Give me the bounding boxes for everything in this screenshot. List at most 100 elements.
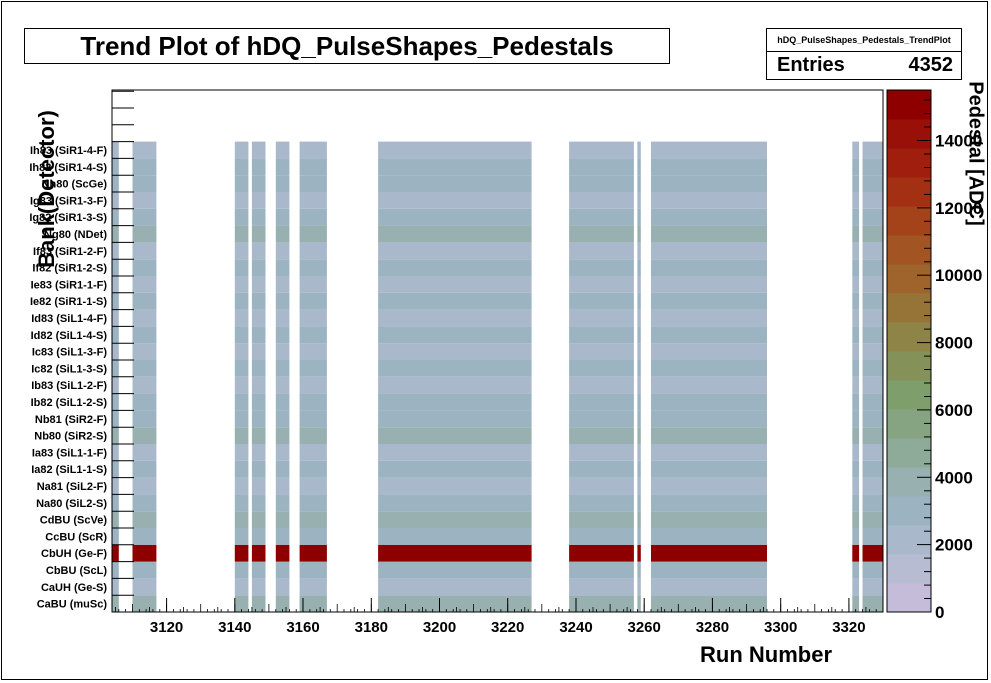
- heatmap-cell: [132, 309, 157, 327]
- x-tick-label: 3160: [286, 619, 319, 636]
- heatmap-cell: [569, 360, 634, 377]
- heatmap-cell: [251, 444, 266, 461]
- heatmap-cell: [637, 578, 641, 596]
- y-tick-label: Ib83 (SiL1-2-F): [31, 380, 107, 392]
- heatmap-cell: [234, 460, 249, 478]
- heatmap-cell: [275, 326, 290, 344]
- heatmap-cell: [862, 309, 883, 327]
- heatmap-cell: [852, 477, 860, 495]
- heatmap-cell: [112, 192, 119, 209]
- heatmap-cell: [637, 158, 641, 176]
- heatmap-cell: [132, 595, 157, 612]
- heatmap-cell: [251, 208, 266, 226]
- heatmap-cell: [299, 544, 327, 562]
- heatmap-cell: [637, 242, 641, 260]
- heatmap-cell: [299, 225, 327, 243]
- heatmap-cell: [651, 242, 767, 260]
- heatmap-cell: [651, 410, 767, 428]
- heatmap-cell: [569, 444, 634, 461]
- heatmap-cell: [852, 360, 860, 377]
- colorbar-tick-label: 2000: [935, 536, 973, 555]
- heatmap-cell: [862, 477, 883, 495]
- heatmap-cell: [862, 292, 883, 310]
- heatmap-cell: [852, 175, 860, 192]
- heatmap-cell: [299, 208, 327, 226]
- heatmap-cell: [378, 175, 532, 192]
- heatmap-cell: [251, 225, 266, 243]
- heatmap-cell: [299, 192, 327, 209]
- x-tick-label: 3240: [559, 619, 592, 636]
- y-tick-label: Na81 (SiL2-F): [37, 481, 108, 493]
- heatmap-cell: [112, 460, 119, 478]
- heatmap-cell: [299, 578, 327, 596]
- colorbar-segment: [887, 496, 931, 526]
- heatmap-cell: [234, 343, 249, 360]
- heatmap-cell: [251, 393, 266, 411]
- heatmap-cell: [569, 242, 634, 260]
- heatmap-cell: [651, 343, 767, 360]
- y-tick-label: Nh80 (ScGe): [42, 179, 108, 191]
- heatmap-cell: [852, 427, 860, 444]
- heatmap-cell: [251, 511, 266, 528]
- heatmap-cell: [637, 376, 641, 394]
- y-tick-label: CcBU (ScR): [45, 531, 107, 543]
- heatmap-cell: [651, 360, 767, 377]
- heatmap-cell: [569, 175, 634, 192]
- heatmap-cell: [275, 360, 290, 377]
- heatmap-cell: [299, 326, 327, 344]
- heatmap-cell: [299, 259, 327, 276]
- heatmap-cell: [569, 192, 634, 209]
- heatmap-cell: [637, 276, 641, 293]
- heatmap-cell: [251, 595, 266, 612]
- heatmap-cell: [112, 175, 119, 192]
- heatmap-cell: [132, 376, 157, 394]
- colorbar-segment: [887, 119, 931, 149]
- heatmap-cell: [234, 444, 249, 461]
- stats-box: hDQ_PulseShapes_Pedestals_TrendPlot Entr…: [766, 28, 962, 80]
- heatmap-cell: [132, 242, 157, 260]
- heatmap-cell: [862, 410, 883, 428]
- heatmap-cell: [234, 141, 249, 159]
- heatmap-cell: [251, 259, 266, 276]
- heatmap-cell: [275, 427, 290, 444]
- heatmap-cell: [275, 578, 290, 596]
- heatmap-cell: [234, 192, 249, 209]
- heatmap-cell: [378, 410, 532, 428]
- heatmap-cell: [852, 444, 860, 461]
- heatmap-cell: [234, 208, 249, 226]
- heatmap-cell: [569, 460, 634, 478]
- y-tick-label: Ia83 (SiL1-1-F): [32, 447, 108, 459]
- y-tick-label: CaBU (muSc): [37, 599, 108, 611]
- heatmap-cell: [299, 276, 327, 293]
- heatmap-cell: [132, 225, 157, 243]
- y-tick-label: Nb80 (SiR2-S): [34, 431, 107, 443]
- heatmap-cell: [275, 208, 290, 226]
- heatmap-cell: [862, 427, 883, 444]
- heatmap-cell: [637, 343, 641, 360]
- heatmap-cell: [378, 141, 532, 159]
- heatmap-cell: [251, 141, 266, 159]
- heatmap-cell: [299, 494, 327, 512]
- heatmap-cell: [637, 544, 641, 562]
- heatmap-cell: [112, 561, 119, 579]
- colorbar-tick-label: 0: [935, 603, 944, 622]
- heatmap-cell: [112, 578, 119, 596]
- heatmap-cell: [378, 494, 532, 512]
- heatmap-cell: [569, 595, 634, 612]
- heatmap-cell: [862, 225, 883, 243]
- heatmap-cell: [569, 376, 634, 394]
- heatmap-cell: [251, 376, 266, 394]
- heatmap-cell: [234, 276, 249, 293]
- y-tick-label: Ic82 (SiL1-3-S): [31, 363, 107, 375]
- stats-histogram-name: hDQ_PulseShapes_Pedestals_TrendPlot: [767, 29, 961, 52]
- y-tick-label: CdBU (ScVe): [40, 515, 108, 527]
- heatmap-cell: [299, 444, 327, 461]
- heatmap-cell: [234, 528, 249, 545]
- heatmap-cell: [862, 158, 883, 176]
- heatmap-cell: [275, 309, 290, 327]
- heatmap-cell: [275, 158, 290, 176]
- heatmap-cell: [251, 175, 266, 192]
- heatmap-cell: [378, 343, 532, 360]
